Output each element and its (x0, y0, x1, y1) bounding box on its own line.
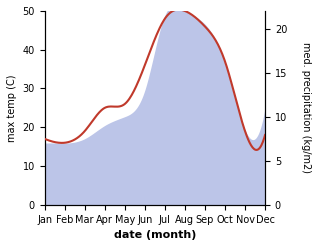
Y-axis label: med. precipitation (kg/m2): med. precipitation (kg/m2) (301, 42, 311, 173)
Y-axis label: max temp (C): max temp (C) (7, 74, 17, 142)
X-axis label: date (month): date (month) (114, 230, 196, 240)
